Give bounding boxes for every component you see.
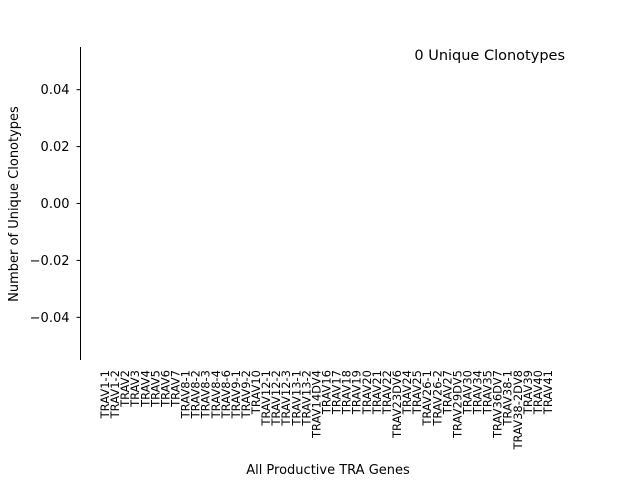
x-tick-label: TRAV35: [481, 370, 495, 415]
x-tick-label: TRAV3: [128, 370, 142, 408]
x-tick-label: TRAV8-6: [219, 370, 233, 419]
y-axis-label: Number of Unique Clonotypes: [7, 106, 22, 302]
x-tick-label: TRAV26-1: [420, 370, 434, 427]
x-tick-label: TRAV30: [460, 370, 474, 415]
x-tick-label: TRAV12-2: [269, 370, 283, 427]
x-tick-label: TRAV13-2: [299, 370, 313, 427]
x-tick-label: TRAV24: [400, 370, 414, 415]
x-tick-label: TRAV8-1: [179, 370, 193, 419]
x-tick-label: TRAV2: [118, 370, 132, 408]
x-tick-label: TRAV34: [471, 370, 485, 415]
x-tick-label: TRAV40: [531, 370, 545, 415]
x-tick-label: TRAV12-3: [279, 370, 293, 427]
x-tick-label: TRAV23DV6: [390, 370, 404, 439]
y-tick-label: −0.02: [30, 254, 70, 269]
x-tick-label: TRAV36DV7: [491, 370, 505, 439]
x-tick-label: TRAV6: [158, 370, 172, 408]
x-tick-label: TRAV9-2: [239, 370, 253, 419]
x-tick-label: TRAV8-2: [189, 370, 203, 419]
y-axis-ticks: 0.04 0.02 0.00 −0.02 −0.04: [30, 83, 81, 326]
x-tick-label: TRAV10: [249, 370, 263, 415]
x-tick-label: TRAV16: [320, 370, 334, 415]
x-tick-label: TRAV41: [541, 370, 555, 415]
x-tick-label: TRAV38-1: [501, 370, 515, 427]
y-tick-label: 0.00: [41, 197, 70, 212]
x-tick-label: TRAV26-2: [430, 370, 444, 427]
x-tick-label: TRAV4: [138, 370, 152, 408]
x-tick-label: TRAV27: [440, 370, 454, 415]
x-tick-label: TRAV8-3: [199, 370, 213, 419]
x-tick-label: TRAV13-1: [289, 370, 303, 427]
x-tick-label: TRAV1-1: [98, 370, 112, 419]
x-tick-label: TRAV25: [410, 370, 424, 415]
x-tick-label: TRAV29DV5: [450, 370, 464, 439]
x-tick-label: TRAV5: [148, 370, 162, 408]
x-axis-ticks: TRAV1-1TRAV1-2TRAV2TRAV3TRAV4TRAV5TRAV6T…: [98, 370, 555, 450]
y-tick-label: 0.04: [41, 83, 70, 98]
x-tick-label: TRAV38-2DV8: [511, 370, 525, 450]
y-tick-label: −0.04: [30, 311, 70, 326]
x-axis-label: All Productive TRA Genes: [246, 463, 410, 478]
x-tick-label: TRAV20: [360, 370, 374, 415]
x-tick-label: TRAV8-4: [209, 370, 223, 419]
x-tick-label: TRAV9-1: [229, 370, 243, 419]
x-tick-label: TRAV14DV4: [309, 370, 323, 439]
x-tick-label: TRAV18: [340, 370, 354, 415]
x-tick-label: TRAV17: [330, 370, 344, 415]
y-tick-label: 0.02: [41, 140, 70, 155]
x-tick-label: TRAV19: [350, 370, 364, 415]
x-tick-label: TRAV22: [380, 370, 394, 415]
x-tick-label: TRAV1-2: [108, 370, 122, 419]
x-tick-label: TRAV12-1: [259, 370, 273, 427]
clonotype-count-annotation: 0 Unique Clonotypes: [414, 48, 565, 64]
x-tick-label: TRAV21: [370, 370, 384, 415]
x-tick-label: TRAV7: [168, 370, 182, 408]
x-tick-label: TRAV39: [521, 370, 535, 415]
